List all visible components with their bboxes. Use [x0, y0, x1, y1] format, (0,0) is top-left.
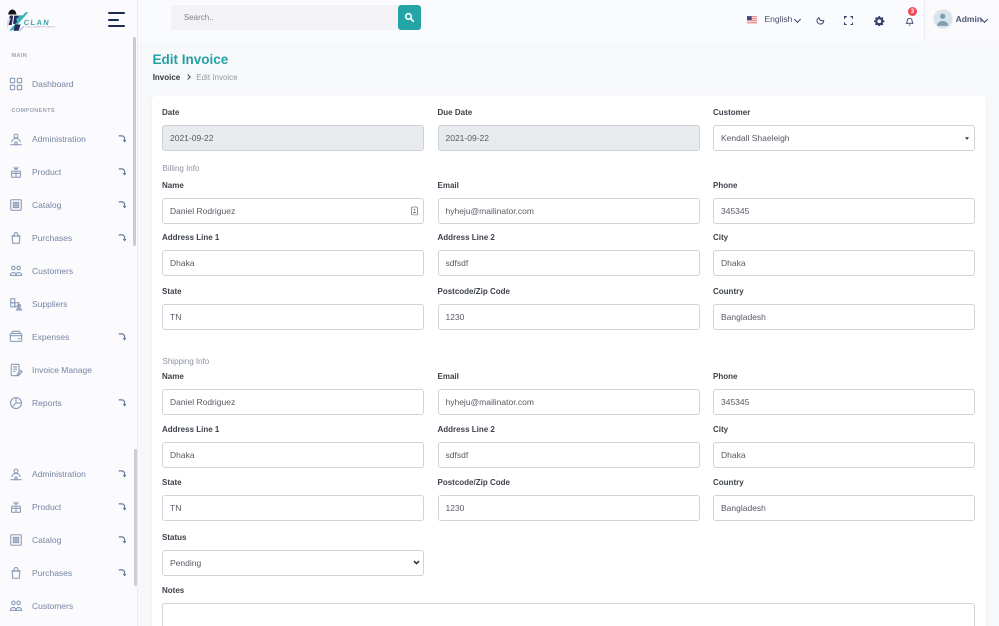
svg-text:CLAN: CLAN — [23, 18, 50, 27]
svg-text:IT SOLUTIONS FOR YOUR COMPANY: IT SOLUTIONS FOR YOUR COMPANY — [26, 25, 56, 28]
